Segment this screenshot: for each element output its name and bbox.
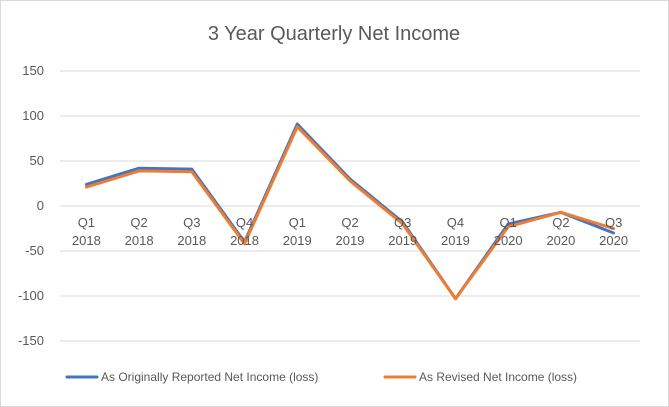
y-tick-label: -150 [18,333,44,348]
legend-label-2: As Revised Net Income (loss) [419,370,577,384]
chart-title: 3 Year Quarterly Net Income [208,23,460,45]
y-tick-label: -100 [18,288,44,303]
x-tick-label: Q2 2020 [546,215,575,248]
x-tick-label: Q4 2019 [441,215,470,248]
series-line-2 [84,125,616,301]
x-tick-label: Q1 2020 [494,215,523,248]
x-tick-label: Q3 2019 [388,215,417,248]
y-tick-label: -50 [25,243,44,258]
series-layer [84,122,616,301]
x-tick-label: Q1 2018 [72,215,101,248]
series-line-1 [84,122,616,301]
y-axis: 150 100 50 0 -50 -100 -150 [18,63,44,348]
x-tick-label: Q4 2018 [230,215,259,248]
y-tick-label: 100 [22,108,44,123]
y-tick-label: 150 [22,63,44,78]
y-tick-label: 0 [37,198,44,213]
x-tick-label: Q3 2020 [599,215,628,248]
x-tick-label: Q1 2019 [283,215,312,248]
legend: As Originally Reported Net Income (loss)… [65,370,577,384]
legend-label-1: As Originally Reported Net Income (loss) [101,370,318,384]
y-tick-label: 50 [30,153,44,168]
gridlines [60,70,640,342]
x-axis: Q1 2018 Q2 2018 Q3 2018 Q4 2018 Q1 2019 Q2 2019 Q3 20… [72,215,628,248]
x-tick-label: Q3 2018 [177,215,206,248]
x-tick-label: Q2 2018 [125,215,154,248]
x-tick-label: Q2 2019 [336,215,365,248]
